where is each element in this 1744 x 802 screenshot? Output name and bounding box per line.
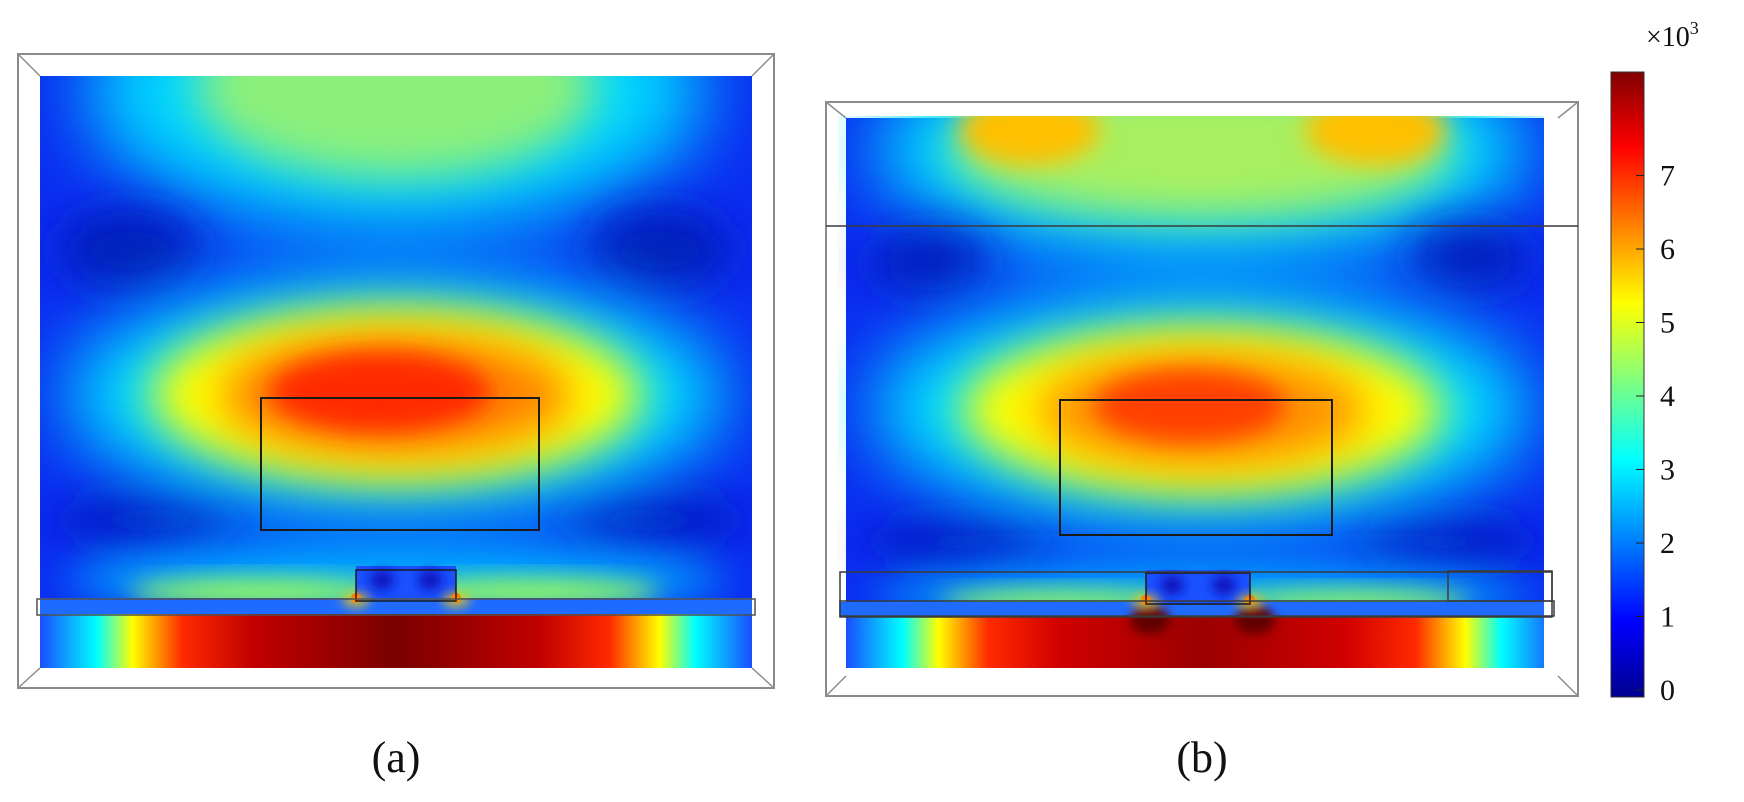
panel-b-right-block <box>1447 570 1553 602</box>
panel-b-label: (b) <box>1176 733 1227 782</box>
panel-b-target-box <box>1059 399 1333 536</box>
panel-a-target-box <box>260 397 540 531</box>
colorbar-multiplier-base: ×10 <box>1646 22 1690 53</box>
colorbar-ticks: 0 1 2 3 4 5 6 7 <box>1636 160 1675 707</box>
colorbar-tick-label: 0 <box>1660 674 1675 707</box>
colorbar-tick-label: 5 <box>1660 307 1675 340</box>
panel-a-label: (a) <box>372 733 421 782</box>
panel-b-small-structure <box>1145 572 1251 605</box>
panel-b-thin-layer <box>839 600 1555 617</box>
colorbar-tick-label: 6 <box>1660 233 1675 266</box>
panel-b-field-map <box>840 116 1544 668</box>
colorbar-multiplier: ×103 <box>1646 18 1699 53</box>
colorbar-tick-label: 3 <box>1660 454 1675 487</box>
colorbar-tick-label: 7 <box>1660 160 1675 193</box>
panel-a: (a) <box>17 53 775 782</box>
colorbar-tick-label: 2 <box>1660 527 1675 560</box>
panel-a-thin-layer <box>36 598 756 616</box>
colorbar-tick-label: 1 <box>1660 601 1675 634</box>
colorbar-multiplier-exponent: 3 <box>1690 18 1699 38</box>
colorbar-gradient <box>1610 71 1645 698</box>
colorbar-tick-label: 4 <box>1660 380 1675 413</box>
panel-a-small-structure <box>355 569 457 602</box>
panel-b: (b) <box>825 101 1579 782</box>
